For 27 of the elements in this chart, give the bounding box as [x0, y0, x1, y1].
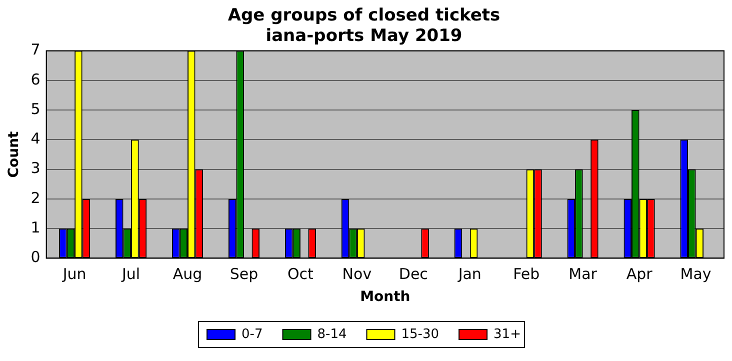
y-tick-label: 2	[30, 188, 40, 207]
x-tick-label: Apr	[626, 265, 654, 284]
x-tick-label: Dec	[398, 265, 428, 284]
y-tick-label: 5	[30, 100, 40, 118]
y-tick-label: 3	[30, 159, 40, 178]
y-tick-label: 7	[30, 40, 40, 59]
x-tick-label: Feb	[513, 265, 540, 284]
x-tick-label: Jan	[457, 265, 482, 284]
x-tick-label: May	[680, 265, 712, 284]
y-tick-label: 0	[30, 248, 40, 266]
y-tick-label: 4	[30, 130, 40, 148]
x-tick-label: Sep	[230, 265, 258, 284]
y-axis-title: Count	[6, 130, 22, 178]
legend-label: 8-14	[317, 326, 347, 342]
x-tick-label: Oct	[287, 265, 314, 284]
x-tick-label: Aug	[172, 265, 202, 284]
y-tick-label: 6	[30, 70, 40, 88]
y-tick-label: 1	[30, 218, 40, 236]
legend-label: 31+	[494, 326, 521, 342]
x-tick-label: Mar	[568, 265, 598, 284]
x-tick-label: Nov	[342, 265, 372, 284]
x-tick-label: Jul	[120, 265, 140, 284]
chart-title: Age groups of closed tickets iana-ports May 2019	[228, 6, 500, 46]
legend-label: 0-7	[242, 326, 263, 342]
x-axis-title: Month	[360, 289, 410, 306]
x-tick-label: Jun	[62, 265, 86, 284]
legend-label: 15-30	[401, 326, 440, 342]
